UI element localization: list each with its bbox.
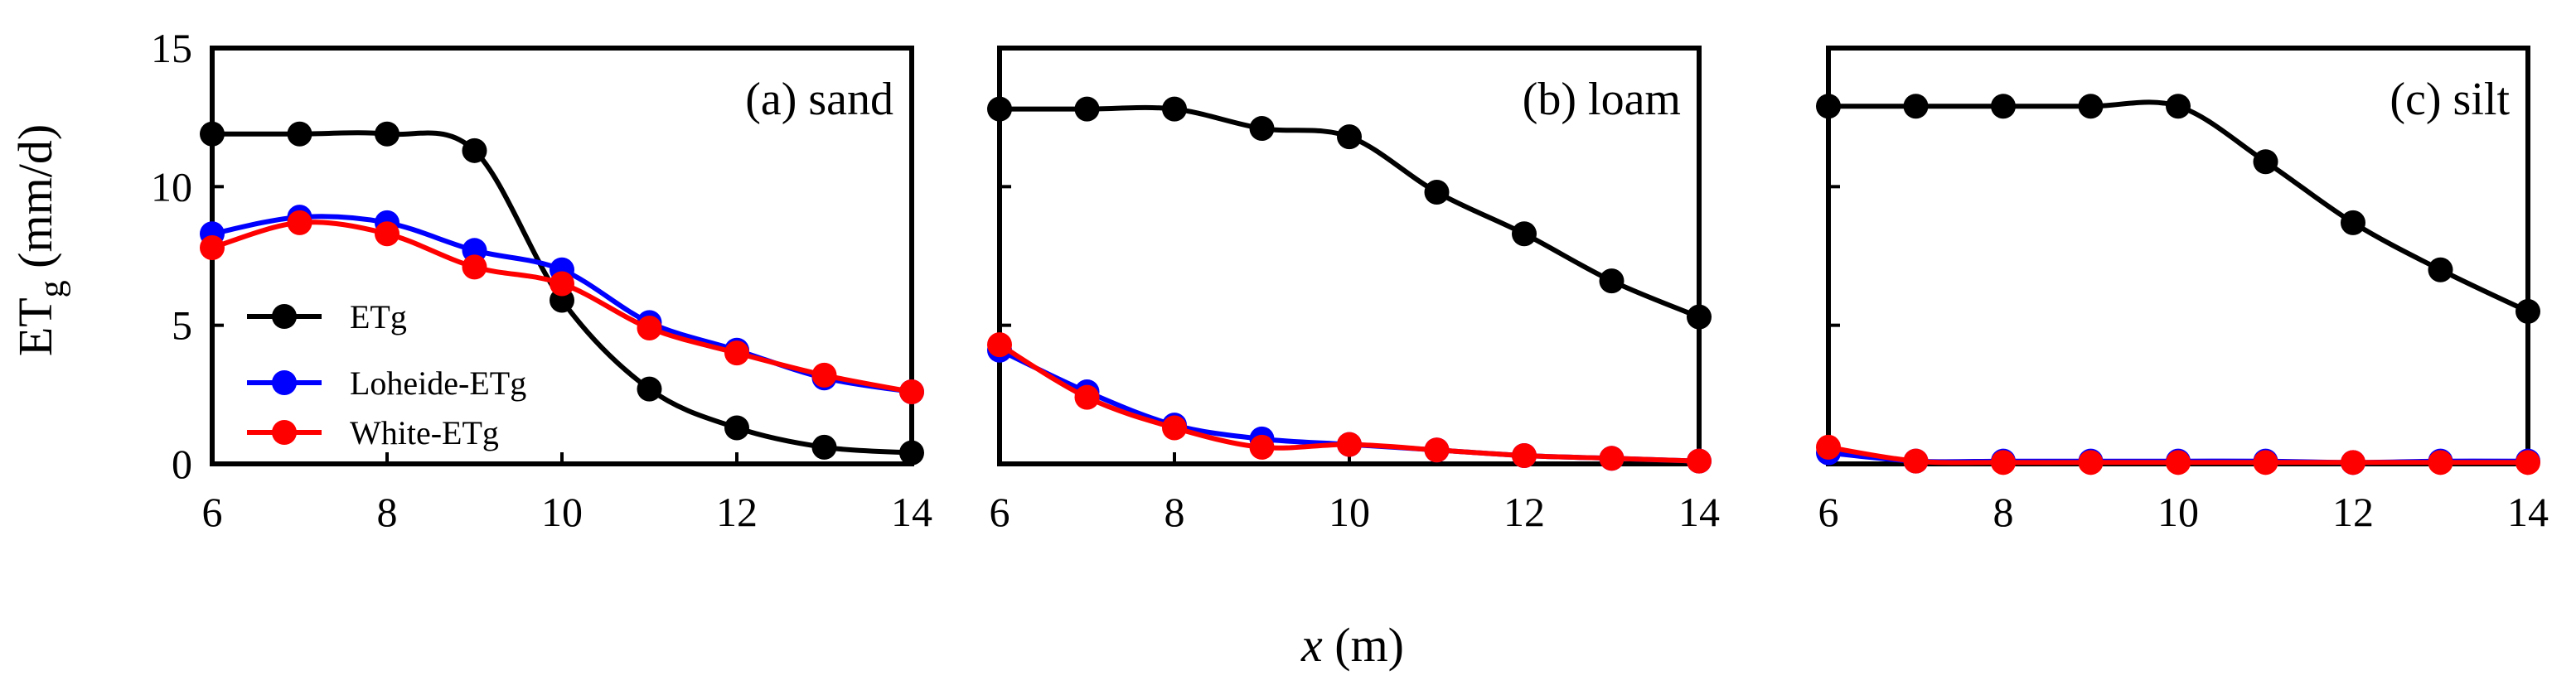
data-point — [1903, 94, 1929, 119]
x-tick-label: 12 — [2332, 489, 2374, 535]
data-point — [2078, 450, 2104, 475]
data-point — [287, 121, 312, 147]
data-point — [637, 376, 662, 402]
data-point — [1337, 124, 1362, 150]
data-point — [2253, 450, 2278, 475]
data-point — [2515, 298, 2540, 324]
x-tick-label: 14 — [2507, 489, 2549, 535]
data-point — [200, 234, 225, 260]
data-point — [1249, 434, 1275, 460]
y-tick-label: 15 — [151, 25, 192, 71]
data-point — [1991, 94, 2016, 119]
legend-item-white-etg: White-ETg — [247, 414, 499, 451]
x-tick-label: 8 — [1993, 489, 2014, 535]
legend-marker-etg — [272, 304, 297, 329]
data-point — [1424, 437, 1450, 463]
legend-marker-loheide-etg — [272, 370, 297, 395]
x-tick-label: 6 — [1818, 489, 1839, 535]
x-tick-label: 14 — [1678, 489, 1720, 535]
data-point — [1424, 180, 1450, 205]
panel-title: (c) silt — [2390, 74, 2510, 125]
data-point — [287, 210, 312, 235]
panel-c-silt: 6 8 10 12 14 (c) silt — [1816, 46, 2549, 535]
data-point — [2253, 149, 2278, 175]
data-point — [899, 440, 924, 466]
data-point — [375, 221, 399, 247]
data-point — [724, 340, 749, 366]
x-tick-label: 6 — [990, 489, 1010, 535]
panel-title: (a) sand — [745, 74, 893, 125]
data-point — [811, 362, 837, 388]
x-tick-label: 12 — [716, 489, 758, 535]
y-tick-label: 0 — [172, 441, 192, 487]
data-point — [2428, 257, 2453, 282]
data-point — [550, 271, 574, 297]
legend-label-white-etg: White-ETg — [350, 414, 499, 451]
data-point — [1903, 448, 1929, 474]
data-point — [2341, 210, 2365, 235]
x-tick-label: 6 — [202, 489, 223, 535]
data-point — [1162, 96, 1187, 122]
data-point — [1074, 384, 1100, 410]
data-point — [2428, 450, 2453, 475]
x-tick-label: 12 — [1503, 489, 1545, 535]
data-point — [1512, 221, 1537, 247]
x-tick-label: 10 — [541, 489, 583, 535]
legend-label-loheide-etg: Loheide-ETg — [350, 364, 526, 402]
series-white-etg — [987, 332, 1712, 474]
data-point — [1249, 116, 1275, 142]
series-etg — [200, 121, 924, 466]
data-point — [1337, 432, 1362, 457]
data-point — [1816, 434, 1841, 460]
x-tick-label: 8 — [1165, 489, 1185, 535]
series-etg — [987, 96, 1712, 330]
legend-item-loheide-etg: Loheide-ETg — [247, 364, 526, 402]
data-point — [1599, 268, 1625, 294]
legend-marker-white-etg — [272, 420, 297, 445]
data-point — [2078, 94, 2104, 119]
data-point — [1074, 96, 1100, 122]
y-tick-label: 10 — [151, 163, 192, 210]
panel-a-sand: 6 8 10 12 14 0 5 10 15 (a) sand — [151, 25, 932, 535]
x-tick-label: 10 — [1329, 489, 1370, 535]
legend: ETg Loheide-ETg White-ETg — [247, 298, 526, 451]
series-etg — [1816, 94, 2540, 324]
panels: 6 8 10 12 14 0 5 10 15 (a) sand 6 8 10 12 14 (b) loam 6 8… — [151, 25, 2549, 535]
data-point — [1512, 442, 1537, 468]
data-point — [2341, 450, 2365, 475]
series-white-etg — [1816, 434, 2540, 475]
data-point — [462, 138, 487, 163]
legend-label-etg: ETg — [350, 298, 407, 335]
data-point — [1599, 446, 1625, 471]
y-axis-label: ETg (mm/d) — [8, 124, 71, 356]
data-point — [1162, 415, 1187, 441]
x-axis-label: x (m) — [1300, 618, 1404, 672]
data-point — [987, 332, 1012, 358]
panel-title: (b) loam — [1523, 74, 1681, 125]
data-point — [987, 96, 1012, 122]
series-line — [1828, 99, 2530, 314]
series-white-etg — [200, 210, 924, 404]
data-point — [200, 121, 225, 147]
y-tick-label: 5 — [172, 302, 192, 349]
data-point — [2515, 450, 2540, 475]
x-tick-label: 10 — [2157, 489, 2199, 535]
data-point — [375, 121, 399, 147]
legend-item-etg: ETg — [247, 298, 407, 335]
data-point — [462, 254, 487, 280]
data-point — [899, 379, 924, 404]
data-point — [1816, 94, 1841, 119]
data-point — [2166, 450, 2191, 475]
x-tick-label: 8 — [377, 489, 398, 535]
data-point — [637, 316, 662, 341]
x-tick-label: 14 — [891, 489, 932, 535]
panel-b-loam: 6 8 10 12 14 (b) loam — [987, 46, 1720, 535]
data-point — [1687, 304, 1712, 330]
data-point — [1991, 450, 2016, 475]
data-point — [811, 434, 837, 460]
data-point — [1687, 448, 1712, 474]
data-point — [724, 415, 749, 441]
data-point — [2166, 94, 2191, 119]
